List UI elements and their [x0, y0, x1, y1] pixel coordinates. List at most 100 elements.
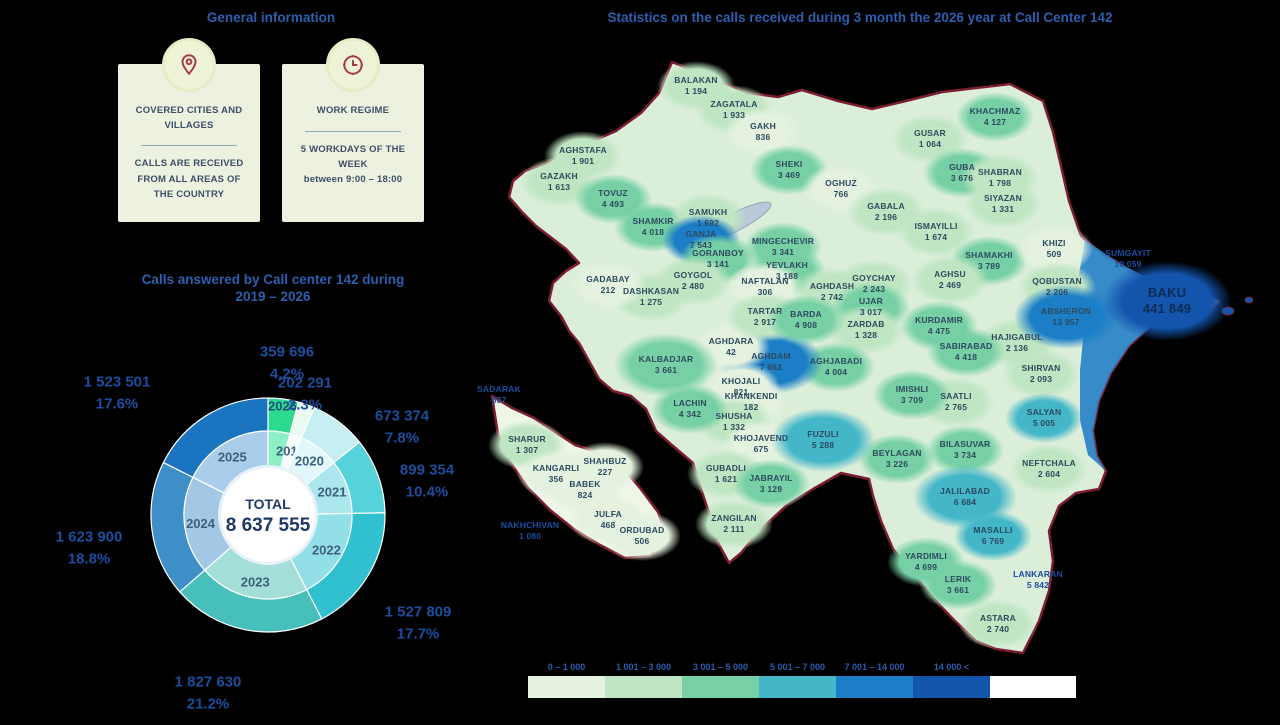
map-region-label-shamakhi: SHAMAKHI 3 789	[965, 249, 1013, 271]
island	[1221, 306, 1235, 316]
map-region-label-gadabay: GADABAY 212	[586, 273, 630, 295]
legend-item-5: 7 001 – 14 000	[836, 662, 913, 698]
map-region-label-fuzuli: FUZULI 5 288	[807, 428, 839, 450]
legend-item-2: 1 001 – 3 000	[605, 662, 682, 698]
work-regime-hours: between 9:00 – 18:00	[303, 174, 403, 186]
work-regime-days: 5 WORKDAYS OF THE WEEK	[300, 143, 406, 170]
map-region-label-khizi: KHIZI 509	[1042, 237, 1066, 259]
map-region-label-dashkasan: DASHKASAN 1 275	[622, 285, 680, 307]
map-city-label-nakhchivan: NAKHCHIVAN 1 080	[500, 519, 560, 541]
map-region-label-aghdash: AGHDASH 2 742	[809, 280, 855, 302]
map-title: Statistics on the calls received during …	[607, 10, 1113, 25]
legend-item-1: 0 – 1 000	[528, 662, 605, 698]
map-region-label-ujar: UJAR 3 017	[859, 295, 883, 317]
map-region-label-bilasuvar: BILASUVAR 3 734	[939, 438, 991, 460]
legend-item-4: 5 001 – 7 000	[759, 662, 836, 698]
map-region-label-balakan: BALAKAN 1 194	[674, 74, 718, 96]
map-region-label-zardab: ZARDAB 1 328	[847, 318, 885, 340]
map-region-label-kangarli: KANGARLI 356	[532, 462, 580, 484]
map-region-label-absheron: ABSHERON 13 957	[1040, 305, 1092, 327]
map-region-label-aghjabadi: AGHJABADI 4 004	[809, 355, 863, 377]
card-divider	[304, 130, 402, 132]
map-region-label-neftchala: NEFTCHALA 2 604	[1022, 457, 1076, 479]
island	[1244, 296, 1254, 304]
donut-value-label-2025: 1 523 501 17.6%	[83, 373, 151, 412]
map-region-label-imishli: IMISHLI 3 709	[895, 383, 929, 405]
general-info-title: General information	[206, 10, 336, 25]
donut-value-label-2026: 359 696 4.2%	[259, 343, 315, 382]
map-region-label-shusha: SHUSHA 1 332	[715, 410, 753, 432]
map-region-label-beylagan: BEYLAGAN 3 226	[872, 447, 922, 469]
map-legend: 0 – 1 000 1 001 – 3 000 3 001 – 5 000 5 001…	[528, 662, 1076, 698]
map-region-label-khojali: KHOJALI 821	[721, 375, 761, 397]
legend-label: 3 001 – 5 000	[692, 662, 749, 672]
map-region-label-shamkir: SHAMKIR 4 018	[632, 215, 674, 237]
donut-value-label-2020: 673 374 7.8%	[374, 407, 430, 446]
map-region-label-aghdara: AGHDARA 42	[708, 335, 754, 357]
map-region-label-oghuz: OGHUZ 766	[825, 177, 857, 199]
donut-year-label-2022: 2022	[312, 542, 341, 557]
map-region-label-aghsu: AGHSU 2 469	[934, 268, 966, 290]
card-work-regime: WORK REGIME 5 WORKDAYS OF THE WEEK betwe…	[282, 38, 424, 222]
map-region-label-shirvan: SHIRVAN 2 093	[1021, 362, 1061, 384]
map-region-label-zagatala: ZAGATALA 1 933	[710, 98, 758, 120]
card-divider	[140, 145, 238, 147]
legend-label: 5 001 – 7 000	[769, 662, 826, 672]
map-region-label-aghdam: AGHDAM 7 662	[751, 350, 791, 372]
map-coastal-blue-zone	[1078, 240, 1219, 471]
legend-label: 0 – 1 000	[547, 662, 586, 672]
map-region-label-zangilan: ZANGILAN 2 111	[711, 512, 757, 534]
legend-swatch	[759, 676, 836, 698]
map-region-label-tovuz: TOVUZ 4 493	[598, 187, 628, 209]
map-region-label-gubadli: GUBADLI 1 621	[705, 462, 747, 484]
location-pin-icon	[162, 38, 216, 92]
map-region-label-sharur: SHARUR 1 307	[508, 433, 546, 455]
map-region-label-jabrayil: JABRAYIL 3 129	[749, 472, 793, 494]
donut-year-label-2023: 2023	[241, 574, 270, 589]
donut-value-label-2022: 1 527 809 17.7%	[384, 603, 452, 642]
card-body: 5 WORKDAYS OF THE WEEK between 9:00 – 18…	[292, 142, 414, 188]
donut-year-label-2020: 2020	[295, 454, 324, 469]
map-region-label-khankendi: KHANKENDI 182	[724, 390, 778, 412]
map-region-label-khachmaz: KHACHMAZ 4 127	[969, 105, 1021, 127]
map-region-label-lachin: LACHIN 4 342	[673, 397, 707, 419]
legend-item-3: 3 001 – 5 000	[682, 662, 759, 698]
map-region-label-kalbadjar: KALBADJAR 3 661	[638, 353, 694, 375]
map-region-label-babek: BABEK 824	[569, 478, 601, 500]
map-region-label-barda: BARDA 4 908	[790, 308, 822, 330]
legend-swatch	[682, 676, 759, 698]
donut-center-circle	[221, 468, 315, 562]
map-region-label-yevlakh: YEVLAKH 3 188	[765, 259, 809, 281]
donut-year-label-2024: 2024	[186, 516, 216, 531]
card-heading: COVERED CITIES AND VILLAGES	[135, 105, 243, 131]
card-heading: WORK REGIME	[316, 105, 390, 116]
legend-swatch	[528, 676, 605, 698]
map-region-label-kurdamir: KURDAMIR 4 475	[915, 314, 963, 336]
map-region-label-salyan: SALYAN 5 005	[1026, 406, 1062, 428]
map-city-label-lankaran: LANKARAN 5 842	[1013, 568, 1063, 590]
map-region-label-baku: BAKU 441 849	[1142, 284, 1192, 316]
map-region-label-goranboy: GORANBOY 3 141	[692, 247, 744, 269]
map-city-label-sadarak: SADARAK 507	[477, 383, 521, 405]
donut-year-label-2026: 2026	[268, 398, 297, 413]
map-region-label-naftalan: NAFTALAN 306	[741, 275, 789, 297]
card-covered-cities: COVERED CITIES AND VILLAGES CALLS ARE RE…	[118, 38, 260, 222]
map-region-label-goychay: GOYCHAY 2 243	[852, 272, 896, 294]
map-region-label-yardimli: YARDIMLI 4 699	[905, 550, 947, 572]
donut-total-value: 8 637 555	[226, 515, 311, 536]
map-region-label-shabran: SHABRAN 1 798	[978, 166, 1022, 188]
donut-value-label-2021: 899 354 10.4%	[399, 461, 455, 500]
map-region-label-saatli: SAATLI 2 765	[940, 390, 972, 412]
map-region-label-khojavend: KHOJAVEND 675	[733, 432, 789, 454]
card-body: CALLS ARE RECEIVED FROM ALL AREAS OF THE…	[134, 158, 244, 200]
map-region-label-sheki: SHEKI 3 469	[775, 158, 803, 180]
map-region-label-jalilabad: JALILABAD 6 684	[940, 485, 990, 507]
map-region-label-mingechevir: MINGECHEVIR 3 341	[751, 235, 815, 257]
legend-tail	[990, 676, 1076, 698]
donut-value-label-2024: 1 623 900 18.8%	[55, 528, 123, 567]
map-region-label-aghstafa: AGHSTAFA 1 901	[559, 144, 607, 166]
map-region-label-siyazan: SIYAZAN 1 331	[984, 192, 1022, 214]
map-city-label-sumgayit: SUMGAYIT 10 059	[1105, 247, 1151, 269]
